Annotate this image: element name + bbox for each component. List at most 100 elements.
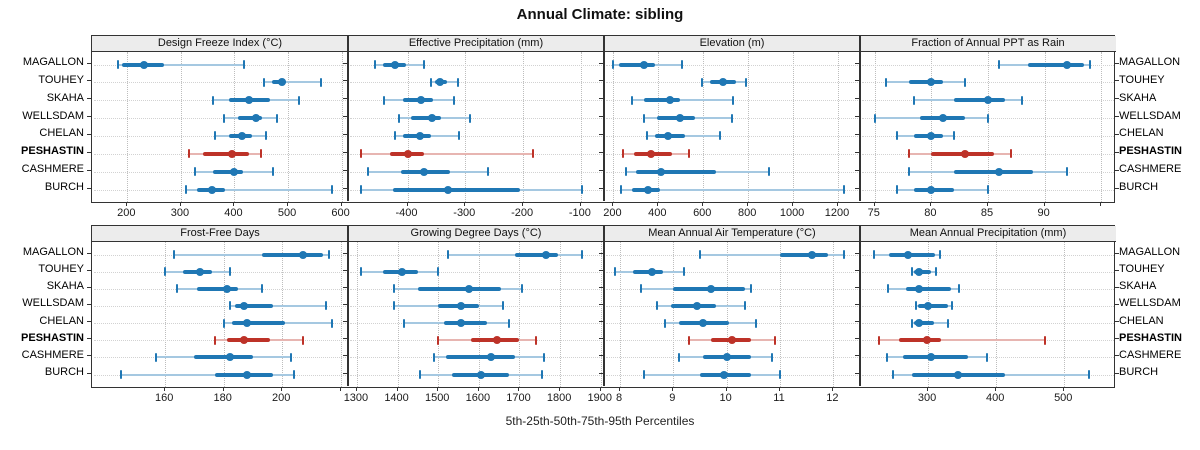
whisker-cap	[330, 185, 333, 194]
row-edge-tick	[855, 62, 859, 64]
interval-5-95	[361, 152, 533, 155]
x-gridline	[837, 52, 839, 202]
axis-tick	[464, 201, 466, 206]
panel-header: Effective Precipitation (mm)	[348, 36, 604, 52]
median-dot	[207, 185, 216, 194]
row-label-right: CASHMERE	[1119, 348, 1182, 361]
axis-tick-label: -400	[395, 207, 418, 219]
row-edge-tick	[599, 133, 603, 135]
median-dot	[915, 284, 924, 293]
panel-strip: Frost-Free Days Growing Degree Days (°C) M…	[91, 225, 1116, 388]
panel-band: MAGALLON MAGALLON TOUHEY TOUHEY SKAHA SKAHA WE…	[0, 35, 1200, 222]
whisker-cap	[964, 77, 967, 87]
interval-25-75	[261, 252, 324, 257]
median-dot	[227, 149, 236, 158]
row-gridline	[862, 323, 1114, 325]
whisker-cap	[520, 284, 523, 294]
panel-body	[860, 242, 1116, 387]
median-dot	[420, 167, 429, 176]
whisker-cap	[184, 185, 187, 194]
row-edge-tick	[599, 252, 603, 254]
whisker-cap	[265, 131, 268, 141]
axis-tick-label: 200	[117, 207, 136, 219]
whisker-cap	[437, 267, 440, 277]
x-gridline	[703, 52, 705, 202]
median-dot	[995, 167, 1004, 176]
row-gridline	[862, 288, 1114, 290]
row-edge-tick	[855, 133, 859, 135]
x-gridline	[288, 52, 290, 202]
axis-tick	[657, 201, 659, 206]
row-edge-tick	[1115, 372, 1119, 374]
median-dot	[915, 267, 924, 276]
row-edge-tick	[599, 338, 603, 340]
whisker-cap	[646, 131, 649, 141]
median-dot	[229, 167, 238, 176]
whisker-cap	[1044, 335, 1047, 345]
panel: Growing Degree Days (°C)	[348, 226, 604, 387]
median-dot	[251, 114, 260, 123]
whisker-cap	[581, 250, 584, 259]
whisker-cap	[487, 167, 490, 177]
whisker-cap	[656, 301, 659, 311]
axis-tick-label: 1600	[465, 392, 491, 404]
whisker-cap	[767, 167, 770, 177]
median-dot	[1063, 60, 1072, 69]
whisker-cap	[987, 185, 989, 194]
whisker-cap	[896, 185, 899, 194]
row-gridline	[862, 135, 1114, 137]
row-gridline	[350, 100, 602, 102]
row-gridline	[606, 135, 858, 137]
row-edge-tick	[343, 169, 347, 171]
interval-25-75	[908, 80, 943, 85]
axis-tick-label: 75	[867, 207, 880, 219]
whisker-cap	[677, 352, 680, 362]
whisker-cap	[699, 250, 701, 259]
row-edge-tick	[343, 62, 347, 64]
median-dot	[808, 250, 816, 259]
axis-tick	[287, 201, 289, 206]
x-gridline	[780, 242, 781, 387]
row-edge-tick	[1115, 338, 1119, 340]
row-edge-tick	[87, 321, 91, 323]
panel-separator	[859, 226, 861, 386]
whisker-cap	[374, 60, 377, 69]
whisker-cap	[755, 318, 757, 328]
whisker-cap	[749, 284, 752, 294]
whisker-cap	[892, 370, 895, 379]
interval-25-75	[954, 169, 1034, 174]
row-edge-tick	[855, 269, 859, 271]
whisker-cap	[259, 149, 262, 159]
whisker-cap	[611, 60, 614, 69]
axis-tick	[281, 386, 283, 391]
whisker-cap	[642, 113, 645, 123]
whisker-cap	[643, 370, 645, 379]
row-edge-tick	[599, 372, 603, 374]
interval-25-75	[238, 116, 263, 121]
row-label-left: PESHASTIN	[21, 145, 84, 158]
row-label-right: MAGALLON	[1119, 246, 1181, 258]
whisker-cap	[394, 131, 397, 141]
axis-tick-label: 12	[826, 392, 839, 404]
median-dot	[648, 267, 656, 276]
axis-tick-label: 1400	[384, 392, 409, 404]
whisker-cap	[213, 335, 216, 345]
median-dot	[954, 370, 963, 379]
row-gridline	[862, 271, 1114, 273]
row-edge-tick	[1115, 187, 1119, 189]
whisker-cap	[914, 301, 917, 311]
median-dot	[914, 319, 923, 328]
row-edge-tick	[855, 338, 859, 340]
row-label-right: PESHASTIN	[1119, 145, 1182, 158]
row-gridline	[606, 64, 858, 66]
whisker-cap	[452, 95, 455, 105]
whisker-cap	[958, 284, 961, 294]
x-gridline	[165, 242, 167, 387]
axis-tick	[355, 386, 357, 391]
axis-tick-label: -100	[568, 207, 591, 219]
x-gridline	[1101, 52, 1103, 202]
whisker-cap	[392, 284, 395, 294]
median-dot	[427, 114, 436, 123]
whisker-cap	[222, 318, 225, 328]
